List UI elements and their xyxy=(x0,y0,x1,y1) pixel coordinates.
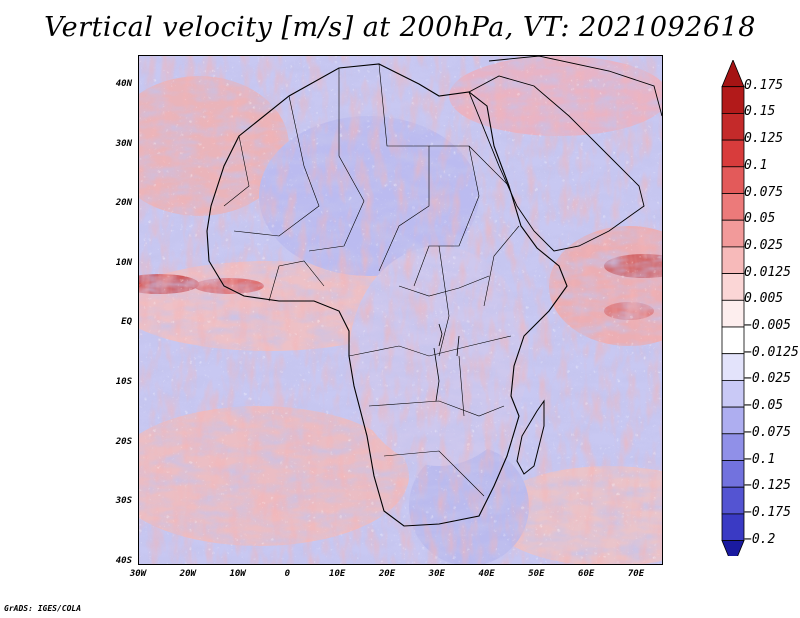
colorbar-tick-label: 0.075 xyxy=(744,185,783,200)
lat-tick-label: 10S xyxy=(98,377,132,387)
lat-tick-label: 30N xyxy=(98,139,132,149)
colorbar-tick-label: −0.1 xyxy=(744,452,775,467)
map-title: Vertical velocity [m/s] at 200hPa, VT: 2… xyxy=(0,12,800,43)
colorbar-tick-label: 0.0125 xyxy=(744,265,791,280)
lon-tick-label: 60E xyxy=(566,569,606,579)
colorbar-tick-label: −0.125 xyxy=(744,478,791,493)
colorbar-tick-label: 0.05 xyxy=(744,211,775,226)
lon-tick-label: 50E xyxy=(516,569,556,579)
colorbar-swatch xyxy=(722,220,744,247)
colorbar-tick-label: −0.075 xyxy=(744,425,791,440)
colorbar-tick-label: −0.175 xyxy=(744,505,791,520)
lon-tick-label: 30E xyxy=(417,569,457,579)
colorbar-top-triangle xyxy=(722,60,744,87)
colorbar-swatch xyxy=(722,407,744,434)
colorbar-tick-label: −0.025 xyxy=(744,371,791,386)
colorbar-swatch xyxy=(722,514,744,541)
lat-tick-label: 20N xyxy=(98,198,132,208)
colorbar-tick-label: −0.05 xyxy=(744,398,783,413)
lat-tick-label: EQ xyxy=(98,317,132,327)
lat-tick-label: 40N xyxy=(98,79,132,89)
lon-tick-label: 20E xyxy=(367,569,407,579)
colorbar-tick-label: 0.125 xyxy=(744,131,783,146)
colorbar-swatch xyxy=(722,194,744,221)
lat-tick-label: 40S xyxy=(98,556,132,566)
colorbar-tick-label: 0.15 xyxy=(744,104,775,119)
lon-tick-label: 0 xyxy=(267,569,307,579)
lat-tick-label: 10N xyxy=(98,258,132,268)
lon-tick-label: 10W xyxy=(218,569,258,579)
colorbar-swatch xyxy=(722,167,744,194)
colorbar-swatch xyxy=(722,461,744,488)
lon-tick-label: 70E xyxy=(616,569,656,579)
colorbar-swatch xyxy=(722,247,744,274)
colorbar-swatch xyxy=(722,140,744,167)
lon-tick-label: 40E xyxy=(467,569,507,579)
colorbar-tick-label: 0.005 xyxy=(744,291,783,306)
colorbar-tick-label: −0.0125 xyxy=(744,345,799,360)
lon-tick-label: 10E xyxy=(317,569,357,579)
vertical-velocity-field xyxy=(139,56,662,564)
colorbar-swatch xyxy=(722,274,744,301)
grads-credit: GrADS: IGES/COLA xyxy=(4,604,81,613)
lon-tick-label: 30W xyxy=(118,569,158,579)
colorbar-swatch xyxy=(722,434,744,461)
colorbar-tick-label: 0.1 xyxy=(744,158,767,173)
lon-tick-label: 20W xyxy=(168,569,208,579)
colorbar-swatch xyxy=(722,354,744,381)
colorbar-tick-label: 0.175 xyxy=(744,78,783,93)
colorbar-tick-label: 0.025 xyxy=(744,238,783,253)
colorbar-tick-label: −0.005 xyxy=(744,318,791,333)
map-plot-area xyxy=(138,55,663,565)
colorbar-swatch xyxy=(722,87,744,114)
lat-tick-label: 20S xyxy=(98,437,132,447)
colorbar-tick-label: −0.2 xyxy=(744,532,775,547)
colorbar-swatch xyxy=(722,300,744,327)
colorbar-swatch xyxy=(722,113,744,140)
colorbar-swatch xyxy=(722,327,744,354)
lat-tick-label: 30S xyxy=(98,496,132,506)
colorbar-swatch xyxy=(722,487,744,514)
colorbar-swatch xyxy=(722,380,744,407)
colorbar-bottom-triangle xyxy=(722,541,744,556)
